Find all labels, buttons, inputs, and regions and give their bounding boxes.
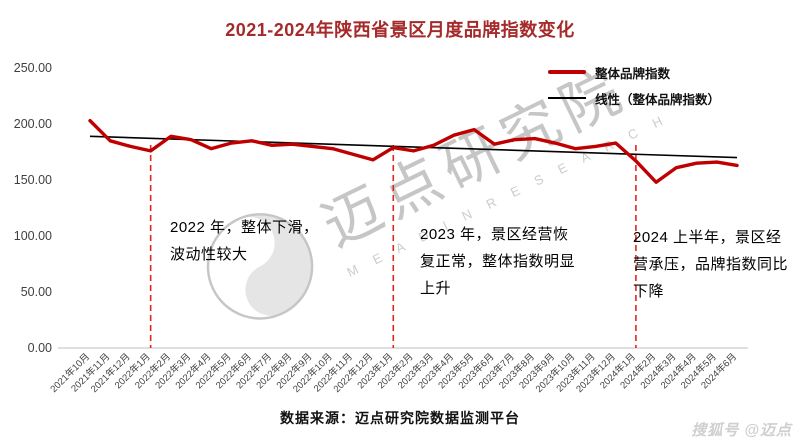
legend-label-series: 整体品牌指数: [595, 66, 671, 81]
chart-legend: 整体品牌指数 线性（整体品牌指数）: [548, 59, 720, 111]
annotation-2023: 2023 年，景区经营恢复正常，整体指数明显上升: [420, 226, 576, 297]
svg-text:100.00: 100.00: [14, 229, 52, 243]
svg-text:250.00: 250.00: [14, 61, 52, 75]
annotation-2024: 2024 上半年，景区经营承压，品牌指数同比下降: [633, 229, 789, 300]
byline: 搜狐号 @迈点: [691, 422, 792, 439]
annotation-2022: 2022 年，整体下滑，波动性较大: [170, 219, 319, 263]
legend-item-trend: 线性（整体品牌指数）: [548, 85, 720, 111]
legend-item-series: 整体品牌指数: [548, 59, 720, 85]
legend-red-line-swatch: [548, 70, 586, 74]
svg-text:200.00: 200.00: [14, 117, 52, 131]
legend-label-trend: 线性（整体品牌指数）: [595, 92, 721, 107]
data-source-note: 数据来源：迈点研究院数据监测平台: [280, 410, 520, 426]
svg-text:0.00: 0.00: [28, 341, 52, 355]
chart-title: 2021-2024年陕西省景区月度品牌指数变化: [225, 20, 575, 40]
legend-black-line-swatch: [548, 97, 586, 99]
svg-text:50.00: 50.00: [21, 285, 52, 299]
svg-text:150.00: 150.00: [14, 173, 52, 187]
